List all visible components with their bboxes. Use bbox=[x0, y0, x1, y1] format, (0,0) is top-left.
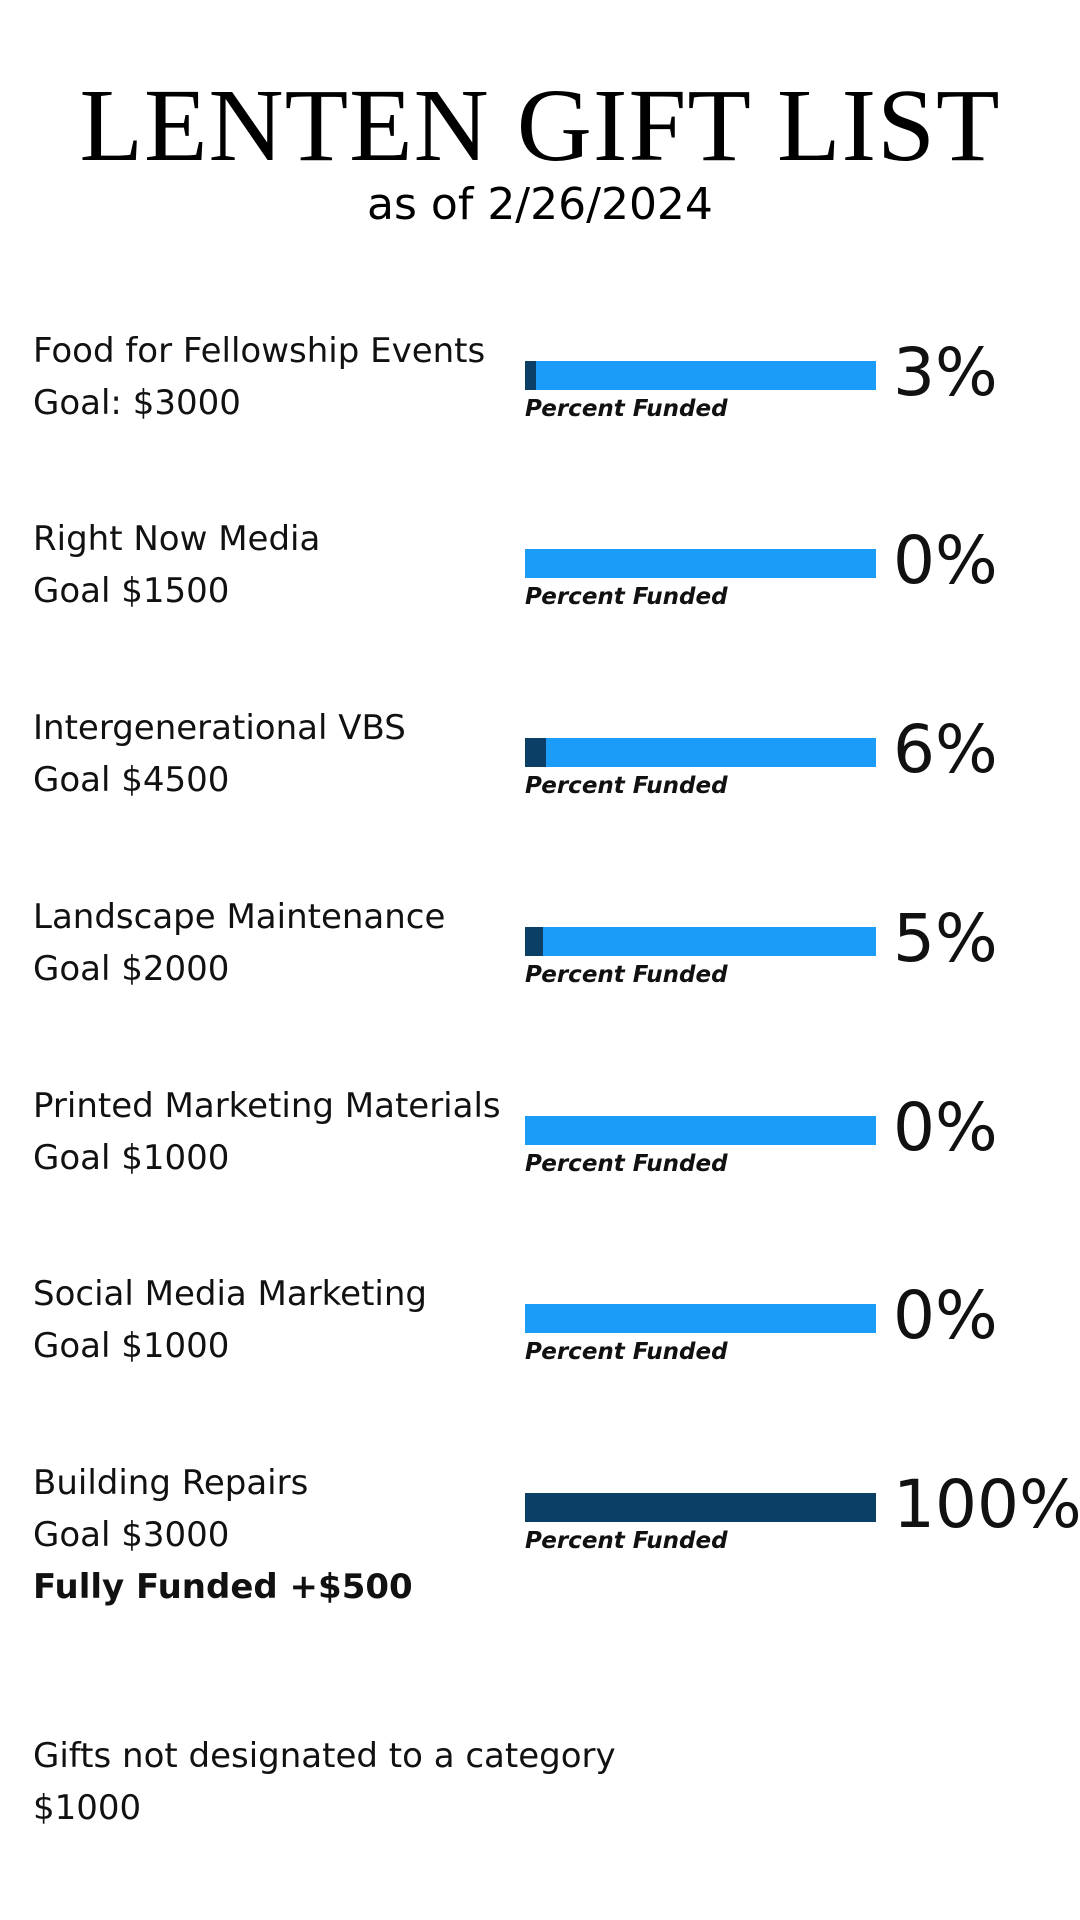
gift-item-info: Building Repairs Goal $3000 Fully Funded +… bbox=[33, 1457, 413, 1613]
percent-funded-caption: Percent Funded bbox=[525, 962, 728, 988]
gift-row: Building Repairs Goal $3000 Fully Funded +… bbox=[0, 1457, 1080, 1617]
gift-item-info: Social Media Marketing Goal $1000 bbox=[33, 1268, 427, 1372]
gift-item-name: Food for Fellowship Events bbox=[33, 331, 486, 371]
gift-item-name: Printed Marketing Materials bbox=[33, 1086, 501, 1126]
percent-funded-value: 3% bbox=[893, 334, 998, 411]
percent-funded-caption: Percent Funded bbox=[525, 1339, 728, 1365]
funding-progress-bar bbox=[525, 1304, 876, 1333]
gift-item-info: Food for Fellowship Events Goal: $3000 bbox=[33, 325, 485, 429]
percent-funded-value: 5% bbox=[893, 900, 998, 977]
gift-item-funded-note: Fully Funded +$500 bbox=[33, 1567, 413, 1607]
percent-funded-caption: Percent Funded bbox=[525, 773, 728, 799]
gift-item-name: Social Media Marketing bbox=[33, 1274, 427, 1314]
gift-item-name: Building Repairs bbox=[33, 1463, 309, 1503]
funding-progress-bar bbox=[525, 1116, 876, 1145]
percent-funded-value: 6% bbox=[893, 711, 998, 788]
funding-progress-fill bbox=[525, 738, 547, 767]
gift-item-goal: Goal: $3000 bbox=[33, 383, 241, 423]
page-title: LENTEN GIFT LIST bbox=[79, 68, 1001, 183]
percent-funded-caption: Percent Funded bbox=[525, 1151, 728, 1177]
gift-item-info: Intergenerational VBS Goal $4500 bbox=[33, 702, 406, 806]
gift-row: Landscape Maintenance Goal $2000 Percent F… bbox=[0, 891, 1080, 1051]
funding-progress-bar bbox=[525, 927, 876, 956]
gift-row: Food for Fellowship Events Goal: $3000 Per… bbox=[0, 325, 1080, 485]
gift-item-goal: Goal $4500 bbox=[33, 760, 230, 800]
gift-item-goal: Goal $1000 bbox=[33, 1138, 230, 1178]
funding-progress-fill bbox=[525, 927, 543, 956]
gift-row: Right Now Media Goal $1500 Percent Funded 0… bbox=[0, 513, 1080, 673]
funding-progress-bar bbox=[525, 738, 876, 767]
gift-item-goal: Goal $2000 bbox=[33, 949, 230, 989]
gift-row: Social Media Marketing Goal $1000 Percent … bbox=[0, 1268, 1080, 1428]
undesignated-gifts: Gifts not designated to a category $1000 bbox=[33, 1730, 616, 1834]
gift-item-goal: Goal $1000 bbox=[33, 1326, 230, 1366]
gift-item-name: Right Now Media bbox=[33, 519, 321, 559]
percent-funded-value: 0% bbox=[893, 1089, 998, 1166]
percent-funded-value: 0% bbox=[893, 522, 998, 599]
funding-progress-fill bbox=[525, 1493, 876, 1522]
undesignated-amount: $1000 bbox=[33, 1788, 142, 1828]
percent-funded-value: 0% bbox=[893, 1277, 998, 1354]
funding-progress-bar bbox=[525, 549, 876, 578]
gift-row: Intergenerational VBS Goal $4500 Percent F… bbox=[0, 702, 1080, 862]
gift-item-info: Printed Marketing Materials Goal $1000 bbox=[33, 1080, 501, 1184]
gift-item-info: Right Now Media Goal $1500 bbox=[33, 513, 320, 617]
percent-funded-caption: Percent Funded bbox=[525, 584, 728, 610]
funding-progress-bar bbox=[525, 361, 876, 390]
percent-funded-caption: Percent Funded bbox=[525, 396, 728, 422]
page-subtitle: as of 2/26/2024 bbox=[367, 179, 713, 230]
percent-funded-caption: Percent Funded bbox=[525, 1528, 728, 1554]
gift-row: Printed Marketing Materials Goal $1000 Per… bbox=[0, 1080, 1080, 1240]
gift-item-goal: Goal $3000 bbox=[33, 1515, 230, 1555]
gift-item-name: Landscape Maintenance bbox=[33, 897, 446, 937]
gift-item-info: Landscape Maintenance Goal $2000 bbox=[33, 891, 445, 995]
gift-item-name: Intergenerational VBS bbox=[33, 708, 406, 748]
funding-progress-bar bbox=[525, 1493, 876, 1522]
percent-funded-value: 100% bbox=[893, 1466, 1080, 1543]
undesignated-label: Gifts not designated to a category bbox=[33, 1736, 616, 1776]
funding-progress-fill bbox=[525, 361, 536, 390]
gift-item-goal: Goal $1500 bbox=[33, 571, 230, 611]
